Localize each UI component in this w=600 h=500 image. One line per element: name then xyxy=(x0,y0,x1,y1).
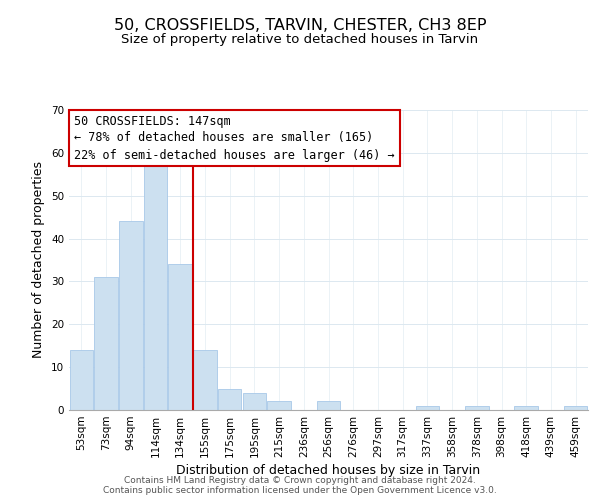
Bar xyxy=(94,277,118,410)
Text: 50, CROSSFIELDS, TARVIN, CHESTER, CH3 8EP: 50, CROSSFIELDS, TARVIN, CHESTER, CH3 8E… xyxy=(114,18,486,32)
Bar xyxy=(70,350,93,410)
Bar xyxy=(218,388,241,410)
Text: Contains HM Land Registry data © Crown copyright and database right 2024.: Contains HM Land Registry data © Crown c… xyxy=(124,476,476,485)
Bar xyxy=(193,350,217,410)
Bar xyxy=(317,402,340,410)
Bar xyxy=(144,166,167,410)
Bar xyxy=(564,406,587,410)
Bar xyxy=(169,264,192,410)
Bar xyxy=(268,402,291,410)
Y-axis label: Number of detached properties: Number of detached properties xyxy=(32,162,46,358)
Bar xyxy=(465,406,488,410)
Bar xyxy=(416,406,439,410)
Text: Size of property relative to detached houses in Tarvin: Size of property relative to detached ho… xyxy=(121,32,479,46)
Text: 50 CROSSFIELDS: 147sqm
← 78% of detached houses are smaller (165)
22% of semi-de: 50 CROSSFIELDS: 147sqm ← 78% of detached… xyxy=(74,114,395,162)
Bar xyxy=(514,406,538,410)
Text: Contains public sector information licensed under the Open Government Licence v3: Contains public sector information licen… xyxy=(103,486,497,495)
X-axis label: Distribution of detached houses by size in Tarvin: Distribution of detached houses by size … xyxy=(176,464,481,477)
Bar xyxy=(119,222,143,410)
Bar xyxy=(242,393,266,410)
